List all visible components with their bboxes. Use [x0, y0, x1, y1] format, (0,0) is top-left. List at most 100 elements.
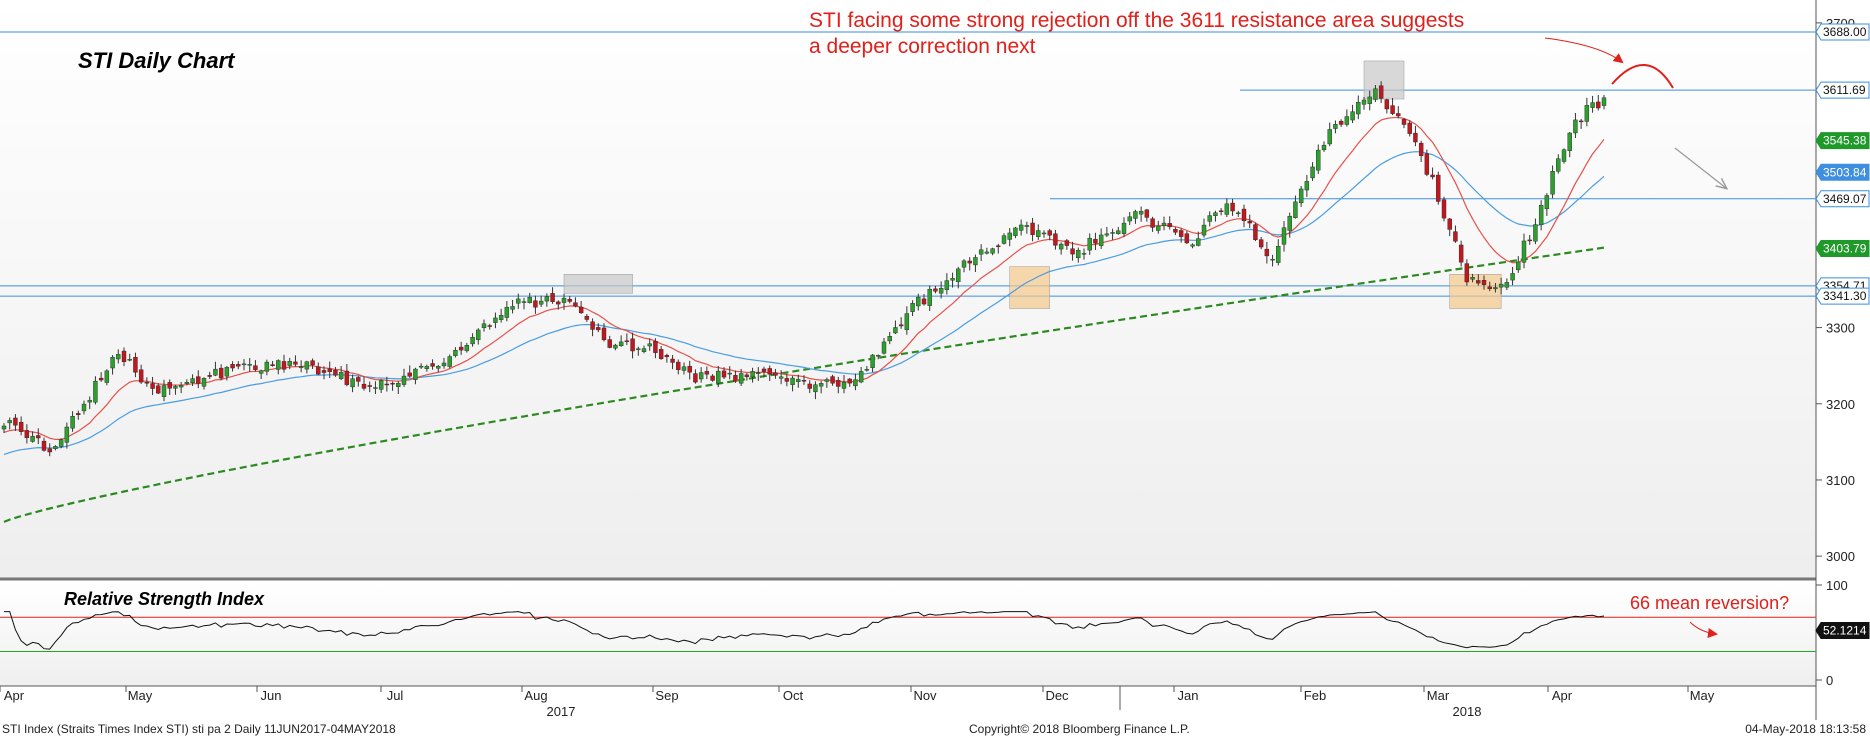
- candle-238: [1361, 96, 1367, 110]
- candle-2: [13, 414, 18, 431]
- rsi-last-value-text: 52.1214: [1823, 623, 1867, 637]
- x-tick-label: Nov: [913, 688, 937, 703]
- candle-60: [344, 363, 350, 387]
- annotations: [1544, 37, 1726, 188]
- year-label-2017: 2017: [547, 704, 576, 719]
- candle-128: [733, 370, 738, 383]
- candle-150: [858, 367, 864, 384]
- candle-248: [1418, 140, 1424, 162]
- candle-91: [521, 297, 527, 310]
- candle-236: [1350, 104, 1355, 124]
- candle-18: [104, 369, 110, 386]
- candle-274: [1567, 132, 1572, 158]
- x-tick-3: Jul: [380, 686, 403, 703]
- candle-3: [18, 416, 24, 436]
- candle-107: [613, 343, 618, 351]
- candle-147: [841, 375, 847, 394]
- price-tag-7: 3341.30: [1815, 287, 1870, 305]
- candle-254: [1453, 225, 1458, 243]
- candle-125: [716, 365, 721, 388]
- x-tick-label: Oct: [783, 688, 804, 703]
- candle-190: [1087, 233, 1092, 255]
- candle-191: [1093, 232, 1098, 250]
- candle-88: [504, 301, 510, 322]
- candle-255: [1458, 240, 1464, 267]
- candle-10: [58, 438, 64, 449]
- highlight-box-0: [563, 274, 633, 294]
- candle-180: [1030, 217, 1035, 242]
- candle-110: [630, 332, 635, 359]
- candle-84: [481, 319, 487, 332]
- candle-49: [281, 354, 287, 373]
- x-tick-9: Jan: [1173, 686, 1198, 703]
- horizontal-levels: [0, 31, 1816, 297]
- candle-96: [550, 287, 555, 304]
- candle-224: [1281, 221, 1287, 252]
- candle-40: [230, 361, 235, 372]
- candle-213: [1218, 208, 1224, 216]
- candle-6: [36, 428, 41, 445]
- candle-277: [1584, 97, 1590, 127]
- candle-46: [264, 359, 270, 376]
- candle-51: [293, 355, 298, 367]
- time-axis: Apr May Jun Jul Aug Sep Oct Nov Dec Jan Feb Mar Apr M…: [0, 686, 1715, 719]
- candle-200: [1144, 208, 1150, 222]
- candle-133: [761, 366, 767, 378]
- candle-262: [1498, 277, 1504, 295]
- candle-108: [618, 335, 624, 347]
- candle-39: [224, 366, 230, 381]
- candle-276: [1578, 119, 1584, 129]
- price-chart-title: STI Daily Chart: [78, 48, 236, 73]
- x-tick-label: Apr: [4, 688, 25, 703]
- candle-204: [1167, 216, 1172, 230]
- rsi-panel-bg: [0, 583, 1816, 686]
- candle-239: [1367, 90, 1372, 111]
- candle-251: [1436, 171, 1441, 205]
- price-panel-bg: [0, 0, 1816, 579]
- candle-86: [493, 312, 498, 329]
- candle-30: [173, 384, 178, 395]
- y-tick-label: 3000: [1826, 549, 1855, 564]
- candle-232: [1327, 122, 1332, 147]
- candle-24: [138, 364, 144, 384]
- x-tick-10: Feb: [1300, 686, 1326, 703]
- candle-198: [1133, 209, 1138, 224]
- candle-183: [1047, 228, 1052, 241]
- candle-62: [356, 375, 361, 387]
- candle-142: [813, 381, 818, 400]
- candle-256: [1464, 259, 1470, 286]
- candle-189: [1081, 248, 1087, 260]
- candle-27: [156, 383, 161, 395]
- candle-116: [664, 353, 670, 363]
- candle-45: [258, 369, 264, 379]
- candle-216: [1236, 210, 1241, 217]
- candle-161: [921, 294, 927, 306]
- price-tag-2: 3545.38: [1815, 132, 1870, 150]
- candle-215: [1230, 198, 1235, 216]
- price-tag-text: 3545.38: [1823, 134, 1867, 148]
- candle-120: [687, 360, 692, 380]
- candle-218: [1247, 214, 1252, 228]
- price-tags: 3688.00 3611.69 3545.38 3503.84 3469.07 3403.…: [1815, 23, 1870, 305]
- price-tag-0: 3688.00: [1815, 23, 1870, 41]
- candle-70: [401, 368, 407, 387]
- candle-226: [1293, 195, 1298, 219]
- candle-98: [561, 293, 567, 310]
- candle-264: [1510, 266, 1515, 286]
- candle-34: [196, 370, 201, 389]
- rsi-y-tick-0: 0: [1816, 673, 1833, 688]
- annotation-arrow: [1544, 37, 1624, 64]
- candle-65: [373, 381, 378, 395]
- candle-188: [1076, 247, 1081, 263]
- annotation-line-1: STI facing some strong rejection off the…: [809, 9, 1464, 32]
- price-tag-4: 3469.07: [1815, 190, 1870, 208]
- candle-222: [1270, 254, 1275, 267]
- candle-269: [1538, 200, 1544, 231]
- candle-160: [916, 293, 921, 311]
- candle-113: [647, 338, 652, 351]
- candle-127: [727, 366, 732, 380]
- x-tick-5: Sep: [652, 686, 679, 703]
- candle-265: [1516, 256, 1521, 273]
- candle-174: [996, 243, 1001, 254]
